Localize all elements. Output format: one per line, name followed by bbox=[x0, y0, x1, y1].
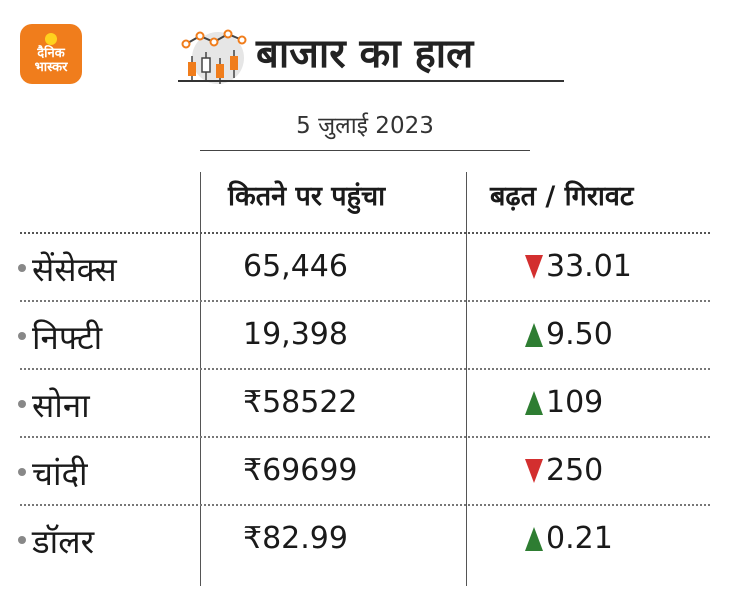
table-row: निफ्टी 19,398 9.50 bbox=[0, 302, 730, 370]
item-change: 0.21 bbox=[524, 521, 613, 556]
bullet-icon bbox=[18, 332, 26, 340]
logo-line-2: भास्कर bbox=[34, 60, 68, 75]
column-divider-left bbox=[200, 172, 201, 586]
date-underline bbox=[200, 150, 530, 151]
row-separator bbox=[20, 504, 710, 506]
title-underline bbox=[178, 80, 564, 82]
item-change: 250 bbox=[524, 453, 603, 488]
row-separator bbox=[20, 436, 710, 438]
header-change: बढ़त / गिरावट bbox=[490, 181, 634, 212]
down-arrow-icon bbox=[525, 254, 543, 279]
item-value: 65,446 bbox=[243, 249, 348, 284]
up-arrow-icon bbox=[525, 390, 543, 415]
item-name: चांदी bbox=[32, 454, 88, 493]
dainik-bhaskar-logo: दैनिक भास्कर bbox=[20, 24, 82, 84]
up-arrow-icon bbox=[525, 322, 543, 347]
column-divider-right bbox=[466, 172, 467, 586]
item-value: ₹82.99 bbox=[243, 521, 348, 556]
sun-icon bbox=[45, 33, 57, 45]
change-value: 250 bbox=[546, 453, 604, 488]
logo-line-1: दैनिक bbox=[37, 46, 65, 61]
bullet-icon bbox=[18, 400, 26, 408]
row-separator bbox=[20, 368, 710, 370]
date-label: 5 जुलाई 2023 bbox=[296, 113, 434, 139]
item-name: सेंसेक्स bbox=[32, 250, 117, 289]
item-value: 19,398 bbox=[243, 317, 348, 352]
candlestick-chart-icon bbox=[181, 29, 247, 84]
header-separator bbox=[20, 232, 710, 234]
table-row: चांदी ₹69699 250 bbox=[0, 438, 730, 506]
change-value: 9.50 bbox=[546, 317, 613, 352]
change-value: 0.21 bbox=[546, 521, 613, 556]
change-value: 109 bbox=[546, 385, 604, 420]
item-value: ₹58522 bbox=[243, 385, 358, 420]
item-name: सोना bbox=[32, 386, 90, 425]
item-change: 109 bbox=[524, 385, 603, 420]
bullet-icon bbox=[18, 468, 26, 476]
item-name: निफ्टी bbox=[32, 318, 103, 357]
table-row: डॉलर ₹82.99 0.21 bbox=[0, 506, 730, 574]
item-value: ₹69699 bbox=[243, 453, 358, 488]
down-arrow-icon bbox=[525, 458, 543, 483]
row-separator bbox=[20, 300, 710, 302]
bullet-icon bbox=[18, 536, 26, 544]
bullet-icon bbox=[18, 264, 26, 272]
change-value: 33.01 bbox=[546, 249, 632, 284]
table-row: सोना ₹58522 109 bbox=[0, 370, 730, 438]
item-change: 33.01 bbox=[524, 249, 632, 284]
item-name: डॉलर bbox=[32, 522, 95, 561]
table-row: सेंसेक्स 65,446 33.01 bbox=[0, 234, 730, 302]
page-title: बाजार का हाल bbox=[256, 31, 474, 77]
item-change: 9.50 bbox=[524, 317, 613, 352]
header-value: कितने पर पहुंचा bbox=[228, 181, 386, 212]
up-arrow-icon bbox=[525, 526, 543, 551]
